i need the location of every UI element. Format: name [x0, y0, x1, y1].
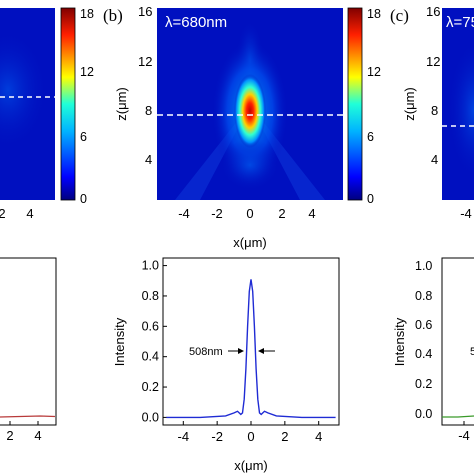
profile-center-x-tick-label: 4: [315, 429, 322, 444]
panel-b-label: (b): [103, 6, 123, 25]
heatmap-right-ylabel: z(μm): [402, 87, 417, 120]
heatmap-right-glow: [448, 40, 474, 180]
profile-center-y-tick-label: 0.2: [142, 380, 159, 394]
profile-center: 1.0 0.8 0.6 0.4 0.2 0.0 -4 -2 0 2 4 Intensity x(μ…: [112, 257, 340, 473]
heatmap-right-tick-x-m4: -4: [460, 206, 472, 221]
profile-center-xlabel: x(μm): [234, 458, 267, 473]
heatmap-center-tick-x-2: 2: [278, 206, 285, 221]
colorbar-center-tick-6: 6: [367, 130, 374, 144]
profile-left-tick-x-2: 2: [6, 428, 13, 443]
heatmap-right: z(μm) 16 12 8 4 λ=75 -4: [402, 4, 474, 221]
profile-right-tick-y-0.2: 0.2: [415, 377, 432, 391]
heatmap-center-ylabel: z(μm): [114, 87, 129, 120]
profile-right-partial-label: 5: [470, 346, 474, 358]
heatmap-right-tick-y-16: 16: [426, 4, 440, 19]
profile-left-frame: [0, 257, 57, 426]
colorbar-center-tick-0: 0: [367, 192, 374, 206]
profile-center-fwhm-label: 508nm: [189, 346, 223, 358]
heatmap-center-focus-spot: [234, 74, 266, 148]
profile-right-tick-y-0.8: 0.8: [415, 289, 432, 303]
profile-right-tick-y-0.4: 0.4: [415, 347, 432, 361]
colorbar-left-tick-6: 6: [80, 130, 87, 144]
heatmap-center-tick-y-8: 8: [145, 103, 152, 118]
colorbar-center: 18 12 6 0: [347, 7, 381, 206]
heatmap-center-xlabel: x(μm): [233, 235, 266, 250]
profile-right-curve: [442, 415, 474, 418]
heatmap-center-tick-x-m4: -4: [178, 206, 190, 221]
heatmap-center-tick-x-0: 0: [246, 206, 253, 221]
profile-right-frame: [441, 257, 474, 426]
profile-center-x-tick-label: 2: [281, 429, 288, 444]
profile-right-tick-y-1.0: 1.0: [415, 259, 432, 273]
profile-center-ylabel: Intensity: [112, 317, 127, 366]
profile-right: Intensity 1.0 0.8 0.6 0.4 0.2 0.0 5 -4: [392, 257, 474, 443]
colorbar-left-bar: [60, 7, 76, 201]
profile-center-x-tick-label: -4: [178, 429, 190, 444]
profile-center-y-tick-label: 0.4: [142, 350, 159, 364]
profile-center-fwhm-arrowhead-left: [238, 348, 244, 354]
colorbar-left-tick-18: 18: [80, 7, 94, 21]
heatmap-left-glow: [0, 30, 48, 150]
profile-center-fwhm-arrowhead-right: [258, 348, 264, 354]
profile-center-y-tick-label: 0.6: [142, 319, 159, 333]
heatmap-center-tick-y-12: 12: [138, 54, 152, 69]
profile-left-curve: [0, 415, 56, 418]
colorbar-left-tick-0: 0: [80, 192, 87, 206]
profile-center-y-tick-label: 0.8: [142, 289, 159, 303]
heatmap-right-wavelength: λ=75: [446, 14, 474, 31]
profile-left-tick-x-4: 4: [34, 428, 41, 443]
heatmap-left-tick-x-4: 4: [26, 206, 33, 221]
heatmap-center-wavelength: λ=680nm: [165, 14, 227, 31]
profile-left: 2 4: [0, 257, 57, 443]
heatmap-center-tick-y-4: 4: [145, 152, 152, 167]
panel-c-label: (c): [390, 6, 409, 25]
colorbar-center-bar: [347, 7, 363, 201]
heatmap-left-tick-x-2: 2: [0, 206, 6, 221]
heatmap-right-tick-y-8: 8: [431, 103, 438, 118]
profile-center-y-ticks: 1.0 0.8 0.6 0.4 0.2 0.0: [142, 259, 167, 424]
profile-right-tick-y-0.0: 0.0: [415, 407, 432, 421]
profile-center-x-tick-label: 0: [247, 429, 254, 444]
heatmap-right-tick-y-12: 12: [426, 54, 440, 69]
profile-right-tick-y-0.6: 0.6: [415, 318, 432, 332]
profile-right-tick-x-m4: -4: [458, 428, 470, 443]
colorbar-center-tick-18: 18: [367, 7, 381, 21]
profile-center-curve: [166, 279, 336, 419]
profile-right-ylabel: Intensity: [392, 317, 407, 366]
profile-center-x-ticks: -4 -2 0 2 4: [178, 421, 322, 444]
heatmap-center-tick-x-m2: -2: [211, 206, 223, 221]
heatmap-right-tick-y-4: 4: [431, 152, 438, 167]
heatmap-center-tick-x-4: 4: [308, 206, 315, 221]
colorbar-left: 18 12 6 0: [60, 7, 94, 206]
colorbar-left-tick-12: 12: [80, 65, 94, 79]
heatmap-center-lower-glow: [220, 139, 280, 191]
profile-center-y-tick-label: 1.0: [142, 259, 159, 273]
profile-center-x-tick-label: -2: [211, 429, 223, 444]
colorbar-center-tick-12: 12: [367, 65, 381, 79]
heatmap-center-tick-y-16: 16: [138, 4, 152, 19]
heatmap-left: 2 4: [0, 8, 55, 221]
profile-center-y-tick-label: 0.0: [142, 410, 159, 424]
heatmap-center: z(μm) 16 12 8 4 λ=680nm -4 -2 0 2 4 x(μm…: [114, 4, 343, 250]
